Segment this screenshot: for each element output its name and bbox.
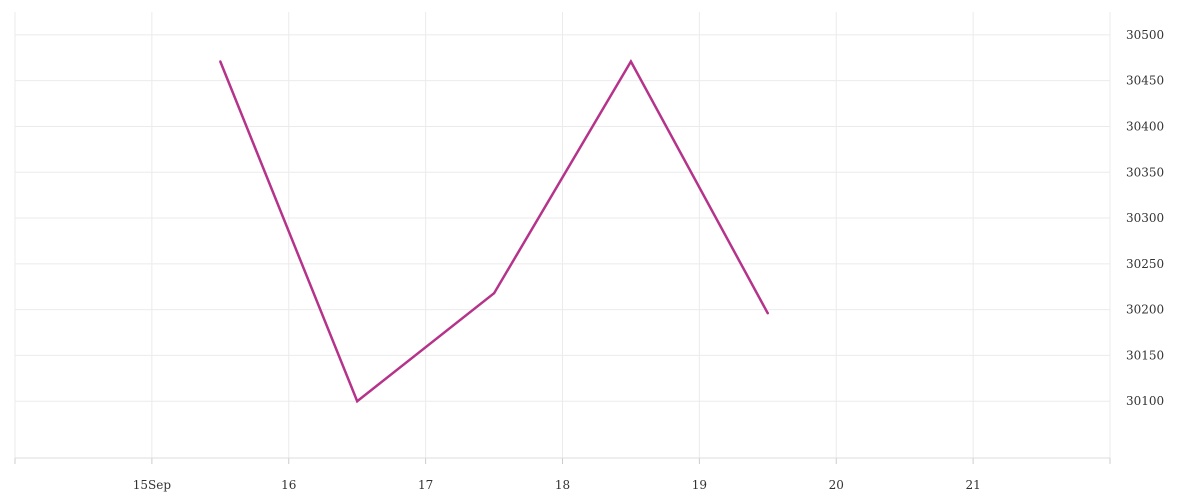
series-line (219, 58, 769, 404)
x-tick-label: 18 (555, 478, 570, 492)
series-layer (219, 58, 770, 404)
y-tick-label: 30200 (1126, 303, 1164, 317)
data-point (492, 291, 496, 295)
data-point (629, 60, 633, 63)
data-point (766, 312, 770, 315)
y-tick-label: 30100 (1126, 394, 1164, 408)
grid (14, 12, 1111, 458)
y-tick-label: 30400 (1126, 119, 1164, 133)
x-tick-label: 19 (692, 478, 707, 492)
x-tick-label: 20 (829, 478, 844, 492)
x-tick-label: 21 (965, 478, 980, 492)
axes (14, 457, 1111, 464)
y-tick-label: 30150 (1126, 348, 1164, 362)
y-tick-label: 30300 (1126, 211, 1164, 225)
x-tick-label: 15Sep (133, 478, 172, 492)
y-tick-label: 30450 (1126, 74, 1164, 88)
y-tick-label: 30350 (1126, 165, 1164, 179)
y-tick-label: 30250 (1126, 257, 1164, 271)
data-point (355, 400, 359, 403)
data-point (219, 60, 222, 63)
y-tick-label: 30500 (1126, 28, 1164, 42)
x-tick-label: 17 (418, 478, 433, 492)
tick-labels: 15Sep 16 17 18 19 20 21 30100 30150 30200 30250 303… (133, 28, 1164, 492)
x-tick-label: 16 (281, 478, 296, 492)
